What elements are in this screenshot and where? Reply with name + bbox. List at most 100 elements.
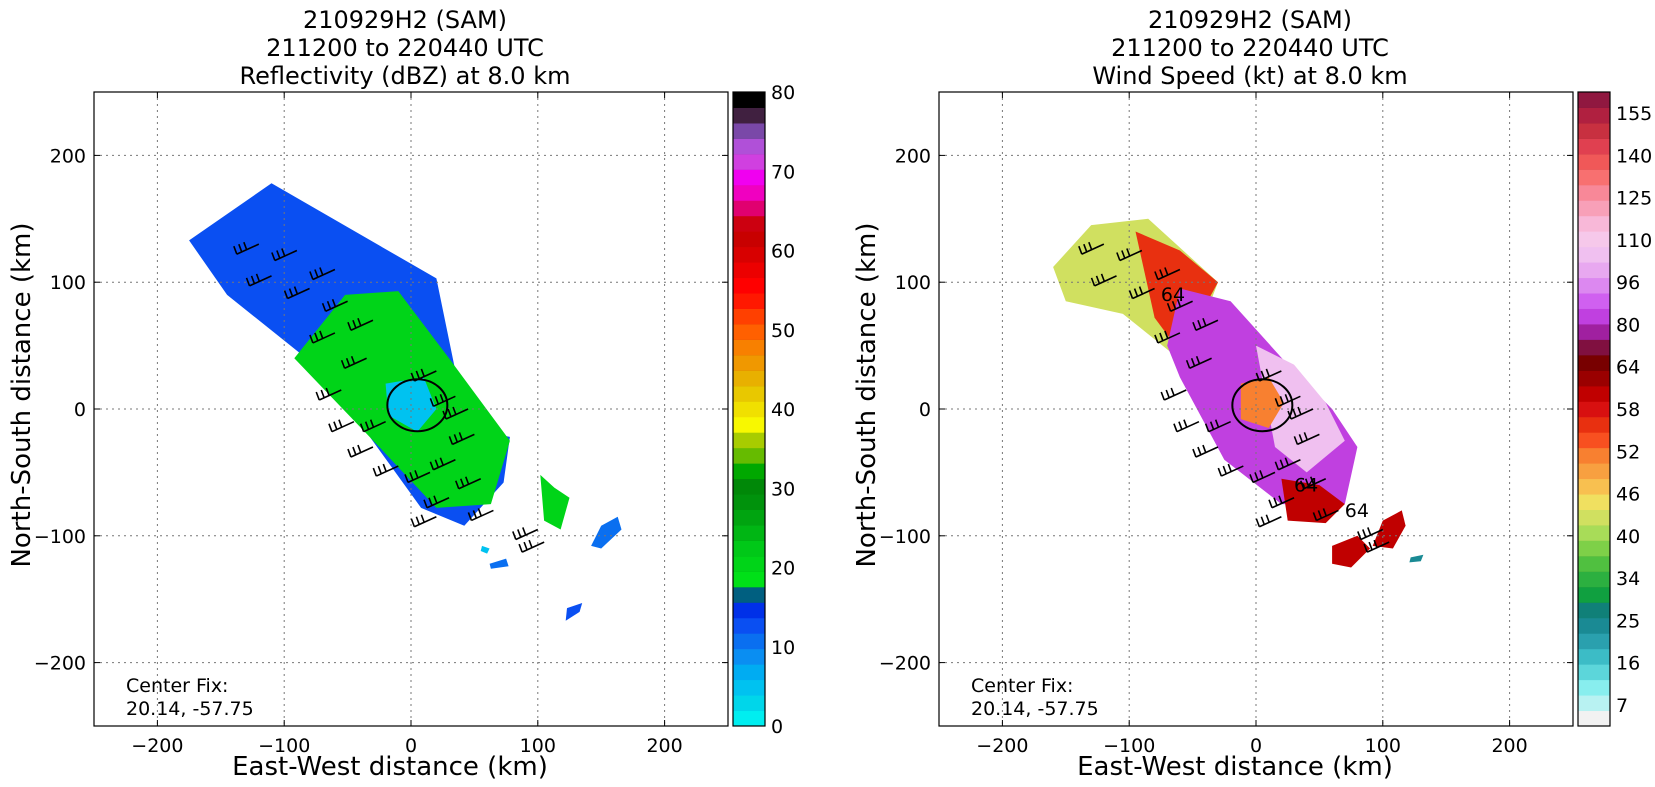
wind-barb [518, 539, 545, 553]
colorbar-segment [733, 664, 765, 681]
data-region-4 [591, 516, 622, 549]
y-tick-label: 100 [895, 272, 931, 294]
colorbar-tick-label: 64 [1616, 357, 1640, 379]
wind-barb [1363, 539, 1390, 553]
wind-barb [271, 248, 298, 262]
wind-barb [1154, 330, 1181, 344]
wind-barb [283, 286, 310, 300]
colorbar-tick-label: 34 [1616, 568, 1640, 590]
colorbar-segment [1578, 153, 1610, 170]
y-tick-label: −100 [34, 526, 86, 548]
x-tick-label: 100 [1365, 735, 1401, 757]
colorbar-tick-label: 25 [1616, 610, 1640, 632]
wind-barb [245, 273, 272, 287]
x-tick-label: 100 [520, 735, 556, 757]
wind-speed-plot: −200 −100 0 100 200 −200 −100 0 100 200 7 16 25 34 40 4… [879, 91, 1652, 757]
colorbar-segment [733, 695, 765, 712]
wind-barb [423, 495, 450, 509]
wind-barb [359, 419, 386, 433]
colorbar-segment [1578, 617, 1610, 634]
colorbar-tick-label: 52 [1616, 441, 1640, 463]
colorbar-tick-label: 20 [771, 558, 795, 580]
colorbar-segment [1578, 339, 1610, 356]
chart-title-line-3: Wind Speed (kt) at 8.0 km [1092, 62, 1408, 90]
y-tick-label: 100 [50, 272, 86, 294]
colorbar-segment [733, 323, 765, 340]
chart-title-line-1: 210929H2 (SAM) [302, 6, 508, 34]
center-fix-label: Center Fix: [126, 675, 229, 697]
y-tick-label: −200 [879, 653, 931, 675]
colorbar-segment [733, 432, 765, 449]
x-axis-label: East-West distance (km) [1077, 752, 1393, 782]
wind-barb [454, 476, 482, 490]
wind-barb [1293, 432, 1320, 446]
wind-barb [1268, 495, 1295, 509]
wind-barb [1173, 419, 1200, 433]
wind-barb [1217, 463, 1244, 477]
colorbar-tick-label: 80 [771, 82, 795, 104]
colorbar-segment [1578, 262, 1610, 279]
colorbar-segment [733, 524, 765, 541]
colorbar-segment [1578, 602, 1610, 619]
colorbar-segment [1578, 200, 1610, 217]
colorbar-segment [1578, 277, 1610, 294]
colorbar-segment [733, 277, 765, 294]
y-tick-label: −200 [34, 653, 86, 675]
x-tick-label: 0 [405, 735, 417, 757]
colorbar-tick-label: 16 [1616, 653, 1640, 675]
colorbar-tick-label: 80 [1616, 314, 1640, 336]
colorbar-segment [1578, 710, 1610, 727]
colorbar-tick-label: 0 [771, 716, 783, 738]
x-tick-label: −100 [1103, 735, 1155, 757]
y-tick-label: 200 [895, 145, 931, 167]
colorbar-segment [733, 679, 765, 696]
wind-barb [512, 527, 539, 541]
wind-barb [309, 267, 336, 281]
center-fix-value: 20.14, -57.75 [126, 698, 254, 720]
chart-title-line-2: 211200 to 220440 UTC [1111, 34, 1389, 62]
wind-barb [1312, 508, 1339, 522]
colorbar-tick-label: 96 [1616, 272, 1640, 294]
colorbar-segment [733, 494, 765, 511]
wind-barb [315, 387, 342, 401]
wind-barb [233, 241, 260, 255]
colorbar-segment [1578, 586, 1610, 603]
data-region-7 [1332, 535, 1371, 568]
colorbar-segment [1578, 107, 1610, 124]
colorbar-segment [733, 308, 765, 325]
wind-barb [1274, 394, 1301, 408]
colorbar-segment [733, 184, 765, 201]
colorbar-tick-label: 155 [1616, 103, 1652, 125]
colorbar-segment [1578, 664, 1610, 681]
wind-barb [1192, 317, 1219, 331]
colorbar-segment [1578, 370, 1610, 387]
data-region-3 [540, 474, 570, 530]
colorbar-segment [733, 370, 765, 387]
y-axis-label: North-South distance (km) [7, 222, 37, 568]
colorbar-segment [733, 122, 765, 139]
colorbar-segment [1578, 648, 1610, 665]
colorbar-segment [1578, 122, 1610, 139]
wind-barb [467, 508, 494, 522]
colorbar-segment [733, 416, 765, 433]
colorbar-frame [1577, 91, 1611, 727]
x-tick-label: −200 [131, 735, 183, 757]
wind-barb [1299, 476, 1327, 490]
colorbar-segment [733, 633, 765, 650]
colorbar-segment [733, 710, 765, 727]
wind-barb [372, 463, 399, 477]
colorbar-segment [733, 153, 765, 170]
wind-barb [328, 419, 355, 433]
wind-barb [1274, 457, 1301, 471]
wind-barb [1154, 267, 1181, 281]
x-tick-label: −100 [258, 735, 310, 757]
eye-wall-ring [386, 378, 449, 433]
data-region-5 [565, 603, 583, 621]
wind-barb [1192, 444, 1219, 458]
data-region-4 [1281, 478, 1345, 524]
colorbar-segment [1578, 416, 1610, 433]
x-tick-label: 200 [646, 735, 682, 757]
wind-barb [1116, 248, 1143, 262]
colorbar-tick-label: 70 [771, 161, 795, 183]
reflectivity-plot: −200 −100 0 100 200 −200 −100 0 100 200 0 10 20 30 40 5… [34, 82, 795, 757]
